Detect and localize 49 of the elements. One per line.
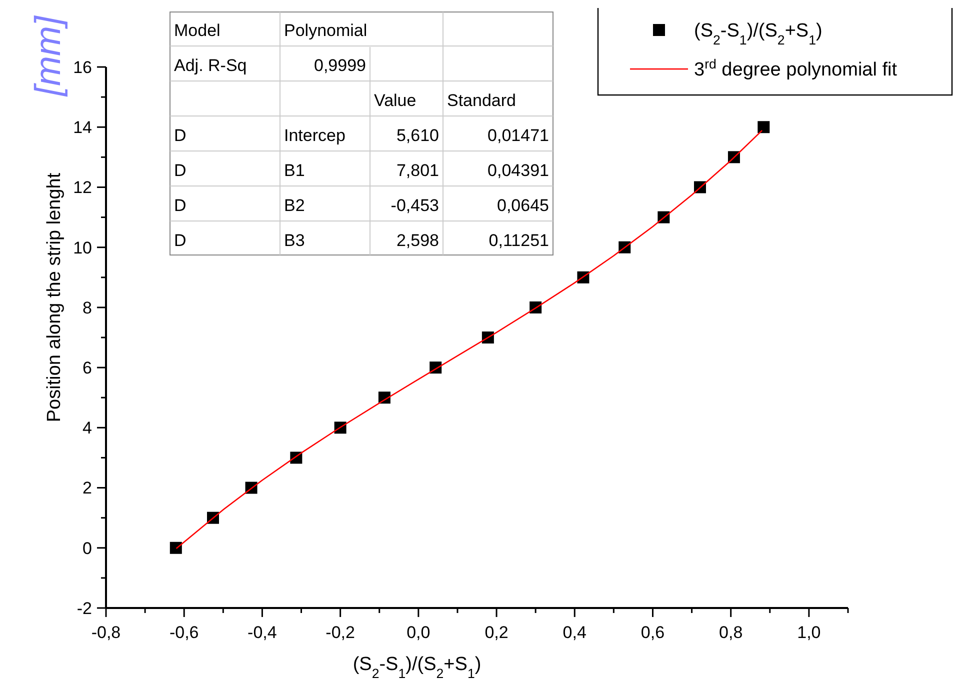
y-tick-label: 6 <box>82 358 92 378</box>
text: (S$_{2}$-S$_{1}$)/(S$_{2}$+S$_{1}$) <box>694 20 822 48</box>
annotation: Intercep <box>284 126 346 145</box>
x-tick-label: 0,6 <box>640 623 665 642</box>
annotation: 5,610 <box>396 126 439 145</box>
text: Model <box>174 21 220 40</box>
annotation: 0,9999 <box>314 56 366 75</box>
x-tick-label: 1,0 <box>797 623 821 642</box>
x-tick-label: -0,2 <box>326 623 355 642</box>
x-tick-label: -0,8 <box>91 623 121 642</box>
text: [mm] <box>27 15 68 97</box>
x-tick-label: -0,6 <box>169 623 199 642</box>
y-tick-label: 10 <box>73 238 92 258</box>
annotation: -0,453 <box>390 196 439 215</box>
text: (S$_{2}$-S$_{1}$)/(S$_{2}$+S$_{1}$) <box>352 654 482 680</box>
annotation: Standard <box>447 91 516 110</box>
y-tick-label: 16 <box>73 58 92 77</box>
annotation: D <box>174 196 186 215</box>
point <box>758 121 770 134</box>
y-tick-label: 14 <box>73 118 92 138</box>
x-tick-label: -0,4 <box>248 623 277 642</box>
annotation: D <box>174 126 186 145</box>
annotation: Adj. R-Sq <box>174 56 247 75</box>
x-tick-label: 0,2 <box>484 623 508 642</box>
annotation: B1 <box>284 161 305 180</box>
x-tick-label: 0,4 <box>562 623 586 642</box>
y-tick-label: 4 <box>82 418 92 438</box>
annotation: B3 <box>284 231 305 250</box>
x-tick-label: 0,0 <box>406 623 430 642</box>
annotation: 0,01471 <box>488 126 549 145</box>
x-tick-label: 0,8 <box>719 623 743 642</box>
y-tick-label: -2 <box>76 598 92 618</box>
annotation: 0,0645 <box>497 196 549 215</box>
annotation: 0,04391 <box>488 161 549 180</box>
point <box>170 542 182 554</box>
text: Polynomial <box>284 21 368 40</box>
y-tick-label: 8 <box>82 298 92 318</box>
annotation: 0,11251 <box>488 231 549 250</box>
annotation: Value <box>374 91 416 110</box>
annotation: B2 <box>284 196 305 215</box>
y-tick-label: 12 <box>73 178 92 198</box>
annotation: D <box>174 231 186 250</box>
y-axis-title: Position along the strip lenght <box>44 172 65 422</box>
annotation: 2,598 <box>396 231 439 250</box>
legend-label: 3$^{rd}$ degree polynomial fit <box>694 56 898 81</box>
annotation: D <box>174 161 186 180</box>
y-tick-label: 0 <box>82 538 92 558</box>
y-tick-label: 2 <box>82 478 92 498</box>
annotation: 7,801 <box>396 161 439 180</box>
